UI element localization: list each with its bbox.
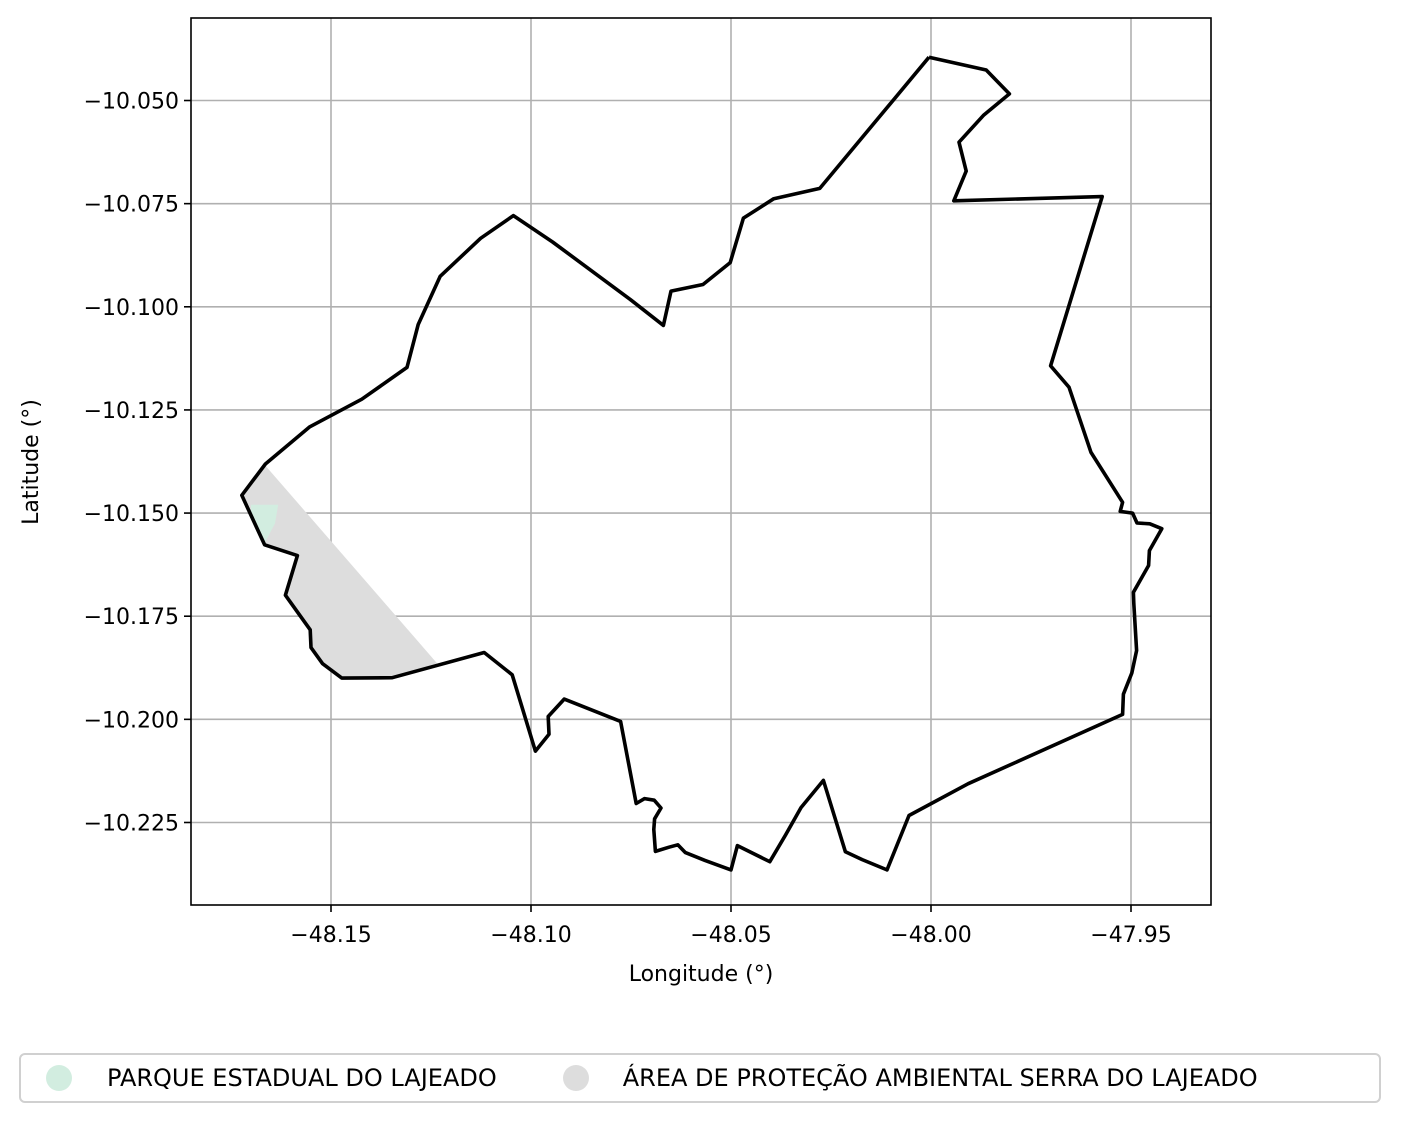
map-figure: −48.15 −48.10 −48.05 −48.00 −47.95 −10.050 −10…	[19, 17, 1212, 987]
legend-item-apa: ÁREA DE PROTEÇÃO AMBIENTAL SERRA DO LAJE…	[497, 1055, 1258, 1101]
y-tick-label: −10.100	[84, 296, 179, 321]
axis-ticks: −48.15 −48.10 −48.05 −48.00 −47.95 −10.050 −10…	[84, 90, 1172, 948]
y-tick-label: −10.150	[84, 502, 179, 527]
y-tick-label: −10.125	[84, 399, 179, 424]
boundary-outline	[240, 55, 1164, 872]
legend-item-parque: PARQUE ESTADUAL DO LAJEADO	[21, 1055, 497, 1101]
legend: PARQUE ESTADUAL DO LAJEADO ÁREA DE PROTE…	[19, 1053, 1381, 1103]
y-tick-label: −10.225	[84, 811, 179, 836]
legend-swatch-parque	[46, 1065, 72, 1091]
y-tick-label: −10.200	[84, 708, 179, 733]
x-tick-label: −48.05	[690, 923, 771, 948]
gridlines	[191, 18, 1211, 905]
x-tick-label: −48.00	[890, 923, 971, 948]
legend-swatch-apa	[562, 1065, 589, 1091]
apa-serra-do-lajeado-area	[241, 465, 437, 679]
y-tick-label: −10.175	[84, 605, 179, 630]
x-tick-label: −48.15	[290, 923, 371, 948]
parque-estadual-lajeado-area	[251, 504, 279, 544]
municipality-boundary	[240, 55, 1164, 872]
x-tick-label: −47.95	[1090, 923, 1171, 948]
legend-label-parque: PARQUE ESTADUAL DO LAJEADO	[107, 1064, 497, 1092]
legend-label-apa: ÁREA DE PROTEÇÃO AMBIENTAL SERRA DO LAJE…	[622, 1064, 1258, 1092]
x-tick-label: −48.10	[490, 923, 571, 948]
protected-areas	[241, 465, 437, 679]
y-tick-label: −10.075	[84, 193, 179, 218]
plot-frame	[190, 17, 1212, 906]
y-tick-label: −10.050	[84, 90, 179, 115]
x-axis-label: Longitude (°)	[629, 962, 774, 987]
y-axis-label: Latitude (°)	[19, 399, 44, 525]
